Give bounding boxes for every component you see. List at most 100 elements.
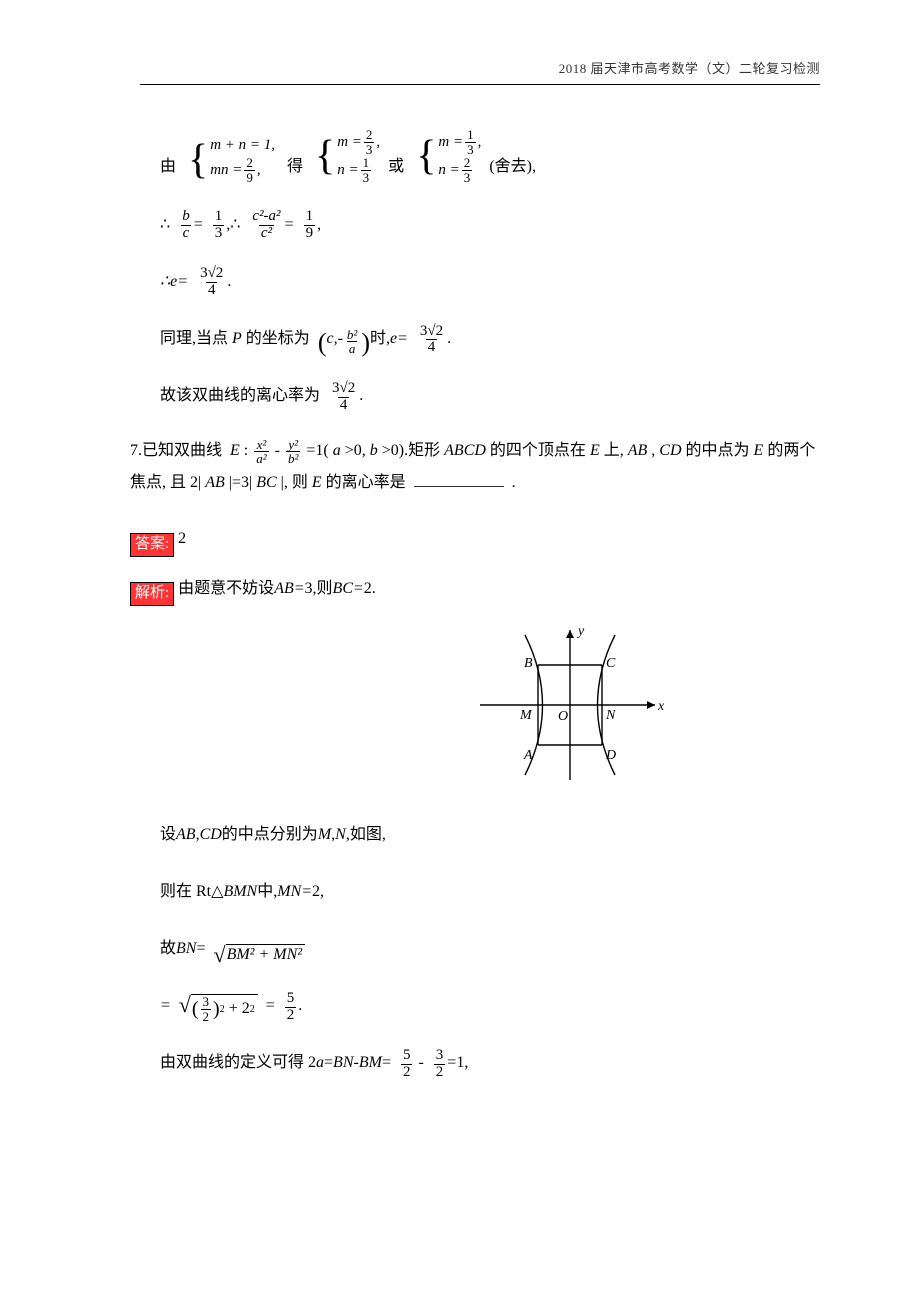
var: BN: [176, 931, 196, 966]
var: b: [370, 442, 378, 459]
text: [303, 149, 311, 184]
fraction: 3√24: [418, 324, 445, 357]
explanation-tag: 解析:: [130, 582, 174, 606]
diagram-svg: yxOBCMNAD: [470, 620, 670, 790]
svg-text:N: N: [605, 708, 616, 723]
derivation-line-2: ∴ bc = 13 ,∴ c²-a²c² = 19 ,: [160, 207, 840, 242]
text: [404, 149, 412, 184]
text: 的离心率是: [326, 474, 406, 491]
text: 则在 Rt△: [160, 874, 223, 909]
eq: mn =: [210, 160, 242, 181]
svg-text:y: y: [576, 624, 585, 639]
text: 时,: [370, 321, 390, 356]
page-header: 2018 届天津市高考数学（文）二轮复习检测: [559, 58, 820, 77]
derivation-line-3: ∴e= 3√24 .: [160, 264, 840, 299]
svg-text:x: x: [657, 699, 665, 714]
var: BN: [333, 1045, 353, 1080]
eq: m + n = 1,: [210, 135, 275, 156]
text: -: [275, 442, 280, 459]
text: >0).矩形: [382, 442, 444, 459]
text: =1(: [306, 442, 328, 459]
text: [279, 149, 287, 184]
var: BC=: [333, 571, 364, 606]
var: CD: [200, 817, 222, 852]
answer-tag: 答案:: [130, 533, 174, 557]
var: E: [312, 474, 322, 491]
fraction: y²b²: [286, 438, 300, 466]
text: =: [160, 988, 171, 1023]
fraction: 13: [361, 156, 372, 184]
text: 焦点, 且 2|: [130, 474, 201, 491]
text: =: [285, 207, 294, 242]
text: 上,: [604, 442, 628, 459]
step-5: 由双曲线的定义可得 2 a = BN - BM = 52 - 32 =1,: [160, 1045, 840, 1080]
svg-text:C: C: [606, 656, 616, 671]
step-4: = √ ( 32 )2 + 22 = 52 .: [160, 988, 840, 1023]
radicand: BM² + MN²: [226, 944, 306, 966]
text: 中,: [257, 874, 277, 909]
explanation-row: 解析: 由题意不妨设 AB= 3,则 BC= 2.: [130, 571, 840, 606]
text: ∴: [160, 207, 170, 242]
svg-text:B: B: [524, 656, 533, 671]
var: BC: [256, 474, 276, 491]
text: ,如图,: [346, 817, 386, 852]
eq: m =: [337, 132, 362, 153]
answer-value: 2: [178, 521, 186, 556]
svg-text:M: M: [519, 708, 533, 723]
var: a: [316, 1045, 324, 1080]
radical-icon: √: [179, 994, 191, 1016]
text: 2,: [312, 874, 324, 909]
var: E: [590, 442, 600, 459]
header-rule: [140, 84, 820, 85]
eq: m =: [438, 132, 463, 153]
text: .: [227, 264, 231, 299]
fraction: 13: [213, 209, 225, 242]
text: 故: [160, 931, 176, 966]
sqrt: √ BM² + MN²: [214, 944, 306, 966]
content: 由 { m + n = 1, mn = 29 , 得 {: [140, 128, 840, 1081]
text: (舍去),: [489, 149, 536, 184]
system-3: { m = 13 , n = 23: [416, 128, 481, 185]
var: AB=: [274, 571, 304, 606]
hyperbola-diagram: yxOBCMNAD: [300, 620, 840, 795]
text: c,-: [326, 321, 342, 356]
text: 设: [160, 817, 176, 852]
fraction: 19: [304, 209, 316, 242]
derivation-line-4: 同理,当点 P 的坐标为 ( c,- b²a ) 时, e= 3√24 .: [160, 321, 840, 356]
text: 或: [388, 149, 404, 184]
text: 2.: [364, 571, 376, 606]
text: 故该双曲线的离心率为: [160, 378, 320, 413]
fraction: 32: [434, 1048, 446, 1081]
paren-open-icon: (: [318, 330, 327, 356]
left-brace-icon: {: [315, 135, 335, 177]
text: 的中点为: [686, 442, 754, 459]
fraction: x²a²: [254, 438, 268, 466]
answer-row: 答案: 2: [130, 521, 840, 556]
fraction: 23: [364, 128, 375, 156]
text: 由双曲线的定义可得 2: [160, 1045, 316, 1080]
var: E: [754, 442, 764, 459]
fraction: c²-a²c²: [250, 209, 282, 242]
fraction: 32: [201, 995, 212, 1023]
text: e=: [390, 321, 408, 356]
svg-text:O: O: [558, 709, 568, 724]
text: =: [266, 988, 275, 1023]
text: >0,: [345, 442, 370, 459]
text: =: [382, 1045, 391, 1080]
var: N: [335, 817, 346, 852]
text: 的四个顶点在: [490, 442, 590, 459]
derivation-line-1: 由 { m + n = 1, mn = 29 , 得 {: [160, 128, 840, 185]
radicand: ( 32 )2 + 22: [191, 994, 258, 1023]
eq: n =: [438, 160, 459, 181]
text: =: [196, 931, 205, 966]
step-3: 故 BN = √ BM² + MN²: [160, 931, 840, 966]
text: ,: [376, 132, 380, 153]
text: 的中点分别为: [222, 817, 318, 852]
spacer: [176, 149, 184, 184]
fraction: bc: [180, 209, 192, 242]
var: a: [333, 442, 341, 459]
var: M: [318, 817, 331, 852]
text: 的两个: [767, 442, 815, 459]
eq: n =: [337, 160, 358, 181]
text: 7.已知双曲线: [130, 442, 226, 459]
